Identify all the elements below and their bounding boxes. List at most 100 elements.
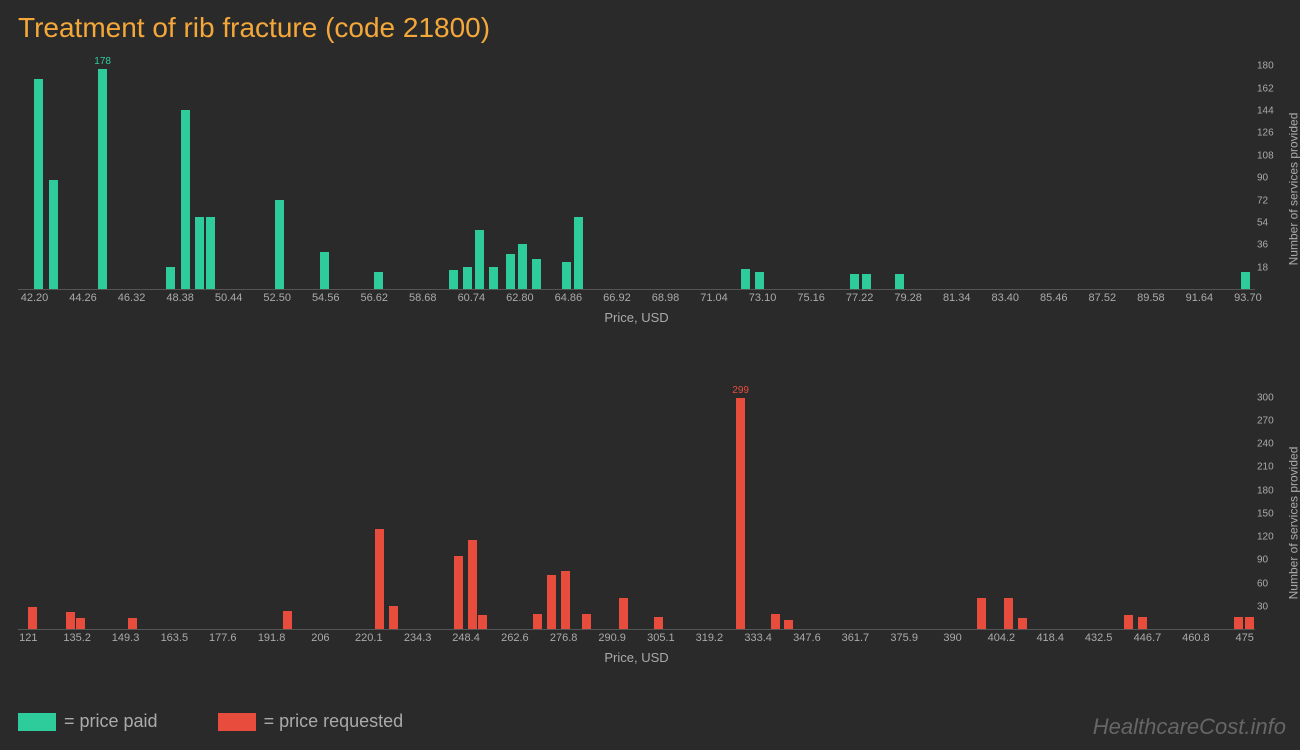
ytick: 60 [1257,578,1268,589]
bar [561,571,570,629]
bar [1245,617,1254,629]
bar [375,529,384,629]
bar [654,617,663,629]
xtick: 44.26 [69,292,97,304]
ytick: 180 [1257,61,1274,72]
xtick: 290.9 [598,632,626,644]
ytick: 54 [1257,217,1268,228]
bar [374,272,383,289]
bar [28,607,37,629]
xtick: 93.70 [1234,292,1262,304]
plot-area-top: 178 [18,60,1255,290]
xtick: 418.4 [1036,632,1064,644]
watermark: HealthcareCost.info [1093,714,1286,740]
xtick: 234.3 [404,632,432,644]
bar [784,620,793,629]
ylabel-bottom: Number of services provided [1287,447,1300,600]
bar [468,540,477,629]
xtick: 83.40 [991,292,1019,304]
plot-area-bottom: 299 [18,390,1255,630]
ytick: 210 [1257,462,1274,473]
bar [1241,272,1250,289]
bar [66,612,75,629]
chart-price-requested: 299 Price, USD 121135.2149.3163.5177.619… [18,390,1255,670]
bar [741,269,750,289]
bar [1234,617,1243,629]
bar [275,200,284,289]
bar [532,259,541,289]
xtick: 460.8 [1182,632,1210,644]
xtick: 73.10 [749,292,777,304]
ytick: 72 [1257,195,1268,206]
bar [771,614,780,629]
xtick: 121 [19,632,37,644]
xtick: 177.6 [209,632,237,644]
xtick: 68.98 [652,292,680,304]
bar [562,262,571,289]
xtick: 333.4 [744,632,772,644]
xtick: 42.20 [21,292,49,304]
xaxis-bottom: Price, USD 121135.2149.3163.5177.6191.82… [18,630,1255,670]
bar [533,614,542,629]
ytick: 162 [1257,83,1274,94]
ytick: 180 [1257,485,1274,496]
bar [582,614,591,629]
xlabel-top: Price, USD [604,310,668,325]
xtick: 75.16 [797,292,825,304]
bar [389,606,398,629]
xtick: 64.86 [555,292,583,304]
bar [850,274,859,289]
xtick: 191.8 [258,632,286,644]
xtick: 390 [943,632,961,644]
xtick: 58.68 [409,292,437,304]
xtick: 77.22 [846,292,874,304]
xtick: 404.2 [988,632,1016,644]
legend: = price paid = price requested [18,711,403,732]
ytick: 30 [1257,601,1268,612]
bar [1124,615,1133,629]
chart-price-paid: 178 Price, USD 42.2044.2646.3248.3850.44… [18,60,1255,330]
bar [166,267,175,289]
xtick: 87.52 [1089,292,1117,304]
legend-label-paid: = price paid [64,711,158,732]
xtick: 79.28 [894,292,922,304]
xlabel-bottom: Price, USD [604,650,668,665]
bar [463,267,472,289]
xtick: 54.56 [312,292,340,304]
xtick: 149.3 [112,632,140,644]
bar [977,598,986,629]
bar [489,267,498,289]
xtick: 48.38 [166,292,194,304]
xtick: 375.9 [890,632,918,644]
legend-item-requested: = price requested [218,711,404,732]
bar [449,270,458,289]
bar [76,618,85,629]
xtick: 71.04 [700,292,728,304]
xaxis-top: Price, USD 42.2044.2646.3248.3850.4452.5… [18,290,1255,330]
xtick: 319.2 [696,632,724,644]
ytick: 90 [1257,555,1268,566]
ytick: 108 [1257,150,1274,161]
ytick: 18 [1257,262,1268,273]
legend-label-requested: = price requested [264,711,404,732]
ytick: 150 [1257,508,1274,519]
xtick: 91.64 [1186,292,1214,304]
xtick: 220.1 [355,632,383,644]
bar [283,611,292,630]
bar: 299 [736,398,745,629]
xtick: 347.6 [793,632,821,644]
ytick: 270 [1257,415,1274,426]
bar [320,252,329,289]
bar [574,217,583,289]
bar-peak-label: 178 [94,56,111,69]
bar [755,272,764,289]
bar [619,598,628,629]
ylabel-top: Number of services provided [1287,112,1300,265]
legend-swatch-green [18,713,56,731]
bar [547,575,556,629]
xtick: 276.8 [550,632,578,644]
xtick: 135.2 [63,632,91,644]
xtick: 432.5 [1085,632,1113,644]
bar [195,217,204,289]
ytick: 90 [1257,173,1268,184]
